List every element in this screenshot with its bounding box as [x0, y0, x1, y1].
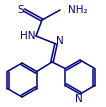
Text: N: N [56, 36, 64, 46]
Text: S: S [18, 5, 24, 15]
Text: NH₂: NH₂ [68, 5, 88, 15]
Text: HN: HN [20, 31, 36, 41]
Text: N: N [75, 94, 83, 104]
